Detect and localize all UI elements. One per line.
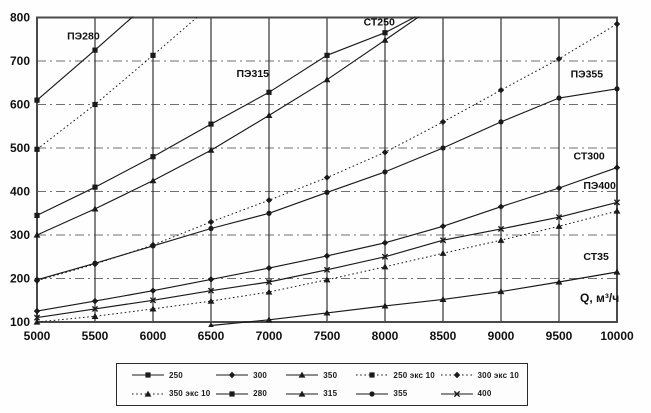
x-axis-tick-label: 9000 bbox=[488, 329, 515, 343]
legend-item: 350 экс 10 bbox=[131, 389, 211, 399]
x-axis-tick-label: 5500 bbox=[82, 329, 109, 343]
legend: 250 300 350 250 экс 10 300 экс 10 350 экс 10 2… bbox=[116, 363, 528, 406]
legend-x-marker-icon bbox=[440, 390, 473, 397]
y-axis-tick-label: 500 bbox=[10, 141, 30, 155]
x-axis-tick-label: 9500 bbox=[546, 329, 573, 343]
legend-square-marker-icon bbox=[356, 372, 389, 378]
legend-triangle-marker-icon bbox=[132, 390, 164, 397]
x-axis-tick-label: 7500 bbox=[314, 329, 341, 343]
series-300 bbox=[33, 164, 621, 315]
legend-diamond-marker-icon bbox=[440, 372, 473, 379]
legend-label: 355 bbox=[393, 389, 408, 399]
y-axis-tick-label: 400 bbox=[10, 185, 30, 199]
y-axis-tick-label: 600 bbox=[10, 98, 30, 112]
y-axis-tick-label: 300 bbox=[10, 228, 30, 242]
legend-label: 250 bbox=[169, 370, 183, 380]
curve-label: СТ250 bbox=[364, 16, 395, 28]
x-axis-tick-label: 10000 bbox=[600, 329, 634, 343]
legend-label: 400 bbox=[477, 389, 492, 399]
legend-square-marker-icon bbox=[216, 391, 249, 397]
legend-label: 300 экс 10 bbox=[477, 370, 519, 380]
y-axis-tick-label: 200 bbox=[10, 272, 30, 286]
legend-label: 315 bbox=[323, 389, 338, 399]
curve-label: СТ300 bbox=[574, 150, 605, 162]
legend-label: 280 bbox=[253, 389, 268, 399]
legend-item: 250 экс 10 bbox=[355, 370, 435, 380]
series-355 bbox=[34, 86, 620, 283]
legend-triangle-marker-icon bbox=[286, 390, 319, 397]
y-axis-tick-label: 100 bbox=[10, 315, 30, 329]
curve-label: СТ35 bbox=[583, 251, 609, 263]
legend-square-marker-icon bbox=[132, 372, 164, 378]
legend-item: 250 bbox=[131, 370, 211, 380]
x-axis-label: Q, м³/ч bbox=[580, 291, 619, 305]
legend-diamond-marker-icon bbox=[216, 372, 249, 379]
legend-label: 300 bbox=[253, 370, 268, 380]
legend-item: 400 bbox=[440, 389, 519, 399]
legend-item: 280 bbox=[215, 389, 281, 399]
pump-curves-chart: 100 200 300 400 500 600 700 800 5000 5500 6000 6500… bbox=[10, 11, 634, 344]
x-axis-tick-label: 8500 bbox=[430, 329, 457, 343]
series-350 bbox=[208, 268, 621, 327]
legend-triangle-marker-icon bbox=[286, 371, 319, 378]
series-350-экс-10 bbox=[33, 207, 621, 325]
x-axis-tick-label: 6500 bbox=[198, 329, 225, 343]
x-axis-tick-label: 6000 bbox=[140, 329, 167, 343]
legend-item: 300 bbox=[215, 370, 281, 380]
curve-label: ПЭ400 bbox=[583, 180, 616, 192]
legend-item: 315 bbox=[285, 389, 351, 399]
series-250-экс-10 bbox=[34, 16, 199, 152]
legend-label: 350 экс 10 bbox=[169, 389, 211, 399]
x-axis-tick-label: 7000 bbox=[256, 329, 283, 343]
x-axis-tick-label: 8000 bbox=[372, 329, 399, 343]
y-axis-tick-label: 800 bbox=[10, 11, 30, 25]
legend-circle-marker-icon bbox=[356, 391, 389, 397]
legend-label: 250 экс 10 bbox=[393, 370, 435, 380]
legend-label: 350 bbox=[323, 370, 338, 380]
series-250 bbox=[34, 16, 418, 219]
curve-label: ПЭ280 bbox=[67, 30, 100, 42]
curve-label: ПЭ315 bbox=[236, 68, 269, 80]
x-axis-tick-label: 5000 bbox=[24, 329, 51, 343]
legend-item: 355 bbox=[355, 389, 435, 399]
curve-label: ПЭ355 bbox=[571, 69, 604, 81]
series-315 bbox=[33, 16, 421, 238]
legend-item: 350 bbox=[285, 370, 351, 380]
legend-item: 300 экс 10 bbox=[440, 370, 519, 380]
y-axis-tick-label: 700 bbox=[10, 54, 30, 68]
series-400 bbox=[33, 199, 621, 321]
series-280 bbox=[34, 16, 134, 103]
plot-area: 100 200 300 400 500 600 700 800 5000 5500 6000 6500… bbox=[10, 11, 634, 344]
